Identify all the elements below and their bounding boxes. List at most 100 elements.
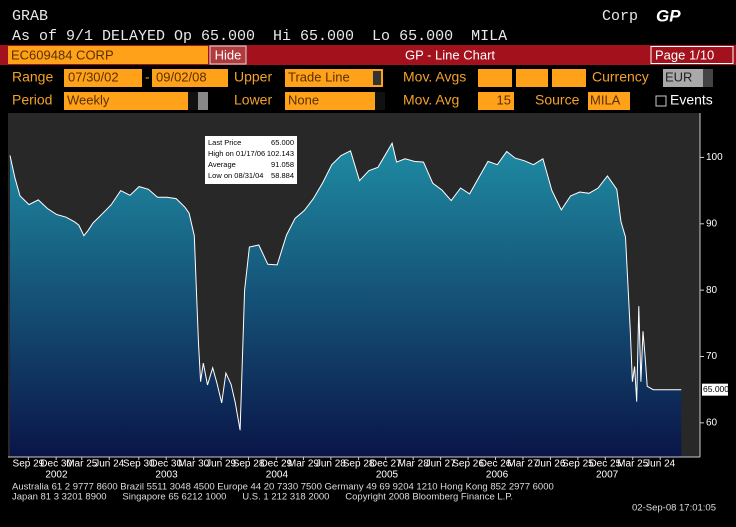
source-label: Source: [535, 92, 580, 108]
x-tick-label: Sep 28: [233, 459, 265, 470]
stats-box: [205, 136, 297, 184]
events-label: Events: [670, 92, 713, 108]
x-tick-label: Mar 25: [617, 459, 649, 470]
timestamp: 02-Sep-08 17:01:05: [632, 503, 716, 514]
hide-button[interactable]: [209, 45, 247, 65]
x-tick-label: Mar 28: [398, 459, 430, 470]
year-label: 2002: [45, 470, 68, 481]
stats: Last Price 65.000 High on 01/17/06 102.143 A…: [208, 138, 294, 180]
x-tick-label: Mar 30: [178, 459, 210, 470]
range-separator: -: [145, 69, 150, 85]
year-label: 2003: [155, 470, 178, 481]
x-tick-label: Dec 25: [589, 459, 621, 470]
page-indicator: Page 1/10: [655, 47, 714, 62]
x-tick-label: Dec 30: [150, 459, 182, 470]
period-select[interactable]: [64, 92, 188, 110]
x-tick-label: Dec 30: [40, 459, 72, 470]
screen-title: GP - Line Chart: [405, 47, 495, 62]
function-code: GP: [656, 6, 681, 25]
x-tick-label: Sep 29: [13, 459, 45, 470]
last-price-marker: [702, 383, 728, 396]
year-label: 2007: [596, 470, 619, 481]
x-tick-label: Jun 26: [535, 459, 565, 470]
plot: [9, 141, 682, 457]
x-tick-label: Jun 28: [316, 459, 346, 470]
range-start: 07/30/02: [68, 69, 119, 84]
mov-avg-input[interactable]: [478, 92, 514, 110]
price-area: [10, 143, 682, 457]
events-checkbox[interactable]: [655, 95, 667, 107]
y-tick-label: 70: [706, 351, 718, 362]
security-input[interactable]: [8, 46, 208, 64]
year-label: 2005: [376, 470, 399, 481]
dropdown-arrow: [188, 92, 198, 110]
stat-name: Low on 08/31/04: [208, 171, 263, 180]
market: Corp: [602, 8, 638, 25]
y-tick-label: 60: [706, 417, 718, 428]
mov-avg-input[interactable]: [516, 69, 548, 87]
x-tick-label: Dec 29: [260, 459, 292, 470]
range-end-input[interactable]: [152, 69, 228, 87]
upper-value: Trade Line: [288, 69, 350, 84]
mov-avg-label: Mov. Avg: [403, 92, 459, 108]
last-price-label: 65.000: [703, 384, 729, 394]
currency-label: Currency: [592, 69, 649, 85]
x-tick-label: Mar 27: [507, 459, 539, 470]
upper-label: Upper: [234, 69, 272, 85]
mov-avgs-label: Mov. Avgs: [403, 69, 466, 85]
stat-value: 91.058: [271, 160, 294, 169]
ticker: GRAB: [12, 8, 48, 25]
period-label: Period: [12, 92, 52, 108]
source-value: MILA: [590, 92, 621, 107]
source-input[interactable]: [588, 92, 630, 110]
contacts: Japan 81 3 3201 8900 Singapore 65 6212 1…: [12, 492, 513, 503]
lower-label: Lower: [234, 92, 272, 108]
y-tick-label: 90: [706, 218, 718, 229]
mov-avg-input[interactable]: [478, 69, 512, 87]
price-line: [9, 141, 682, 431]
quote-line: As of 9/1 DELAYED Op 65.000 Hi 65.000 Lo…: [12, 28, 507, 45]
range-label: Range: [12, 69, 53, 85]
currency-value: EUR: [665, 69, 692, 84]
mov-avg-input[interactable]: [552, 69, 586, 87]
currency-select[interactable]: [663, 69, 703, 87]
contacts: Australia 61 2 9777 8600 Brazil 5511 304…: [12, 482, 554, 493]
dropdown-arrow: [373, 71, 381, 85]
x-tick-label: Sep 28: [343, 459, 375, 470]
dropdown-arrow: [375, 92, 385, 110]
lower-select[interactable]: [285, 92, 375, 110]
y-tick-label: 80: [706, 285, 718, 296]
upper-select[interactable]: [285, 69, 383, 87]
hide-label: Hide: [215, 47, 242, 62]
security: EC609484 CORP: [11, 47, 114, 62]
x-tick-label: Jun 24: [645, 459, 675, 470]
year-label: 2004: [266, 470, 289, 481]
year-label: 2006: [486, 470, 509, 481]
period-value: Weekly: [67, 92, 110, 107]
page-box[interactable]: [650, 46, 734, 64]
x-tick-label: Mar 29: [288, 459, 320, 470]
stat-name: Average: [208, 160, 236, 169]
x-tick-label: Sep 26: [452, 459, 484, 470]
x-tick-label: Mar 25: [66, 459, 98, 470]
stat-value: 102.143: [267, 149, 294, 158]
dropdown-arrow: [198, 92, 208, 110]
y-tick-label: 100: [706, 152, 723, 163]
x-tick-label: Jun 24: [94, 459, 124, 470]
stat-name: High on 01/17/06: [208, 149, 265, 158]
stat-value: 65.000: [271, 138, 294, 147]
lower-value: None: [288, 92, 319, 107]
x-tick-label: Dec 27: [370, 459, 402, 470]
stat-value: 58.884: [271, 171, 294, 180]
mov-avg-value: 15: [497, 92, 511, 107]
x-tick-label: Sep 30: [123, 459, 155, 470]
x-tick-label: Jun 29: [206, 459, 236, 470]
x-tick-label: Dec 26: [480, 459, 512, 470]
dropdown-arrow: [703, 69, 713, 87]
range-end: 09/02/08: [156, 69, 207, 84]
x-tick-label: Jun 27: [426, 459, 456, 470]
x-tick-label: Sep 25: [562, 459, 594, 470]
range-start-input[interactable]: [64, 69, 142, 87]
stat-name: Last Price: [208, 138, 241, 147]
